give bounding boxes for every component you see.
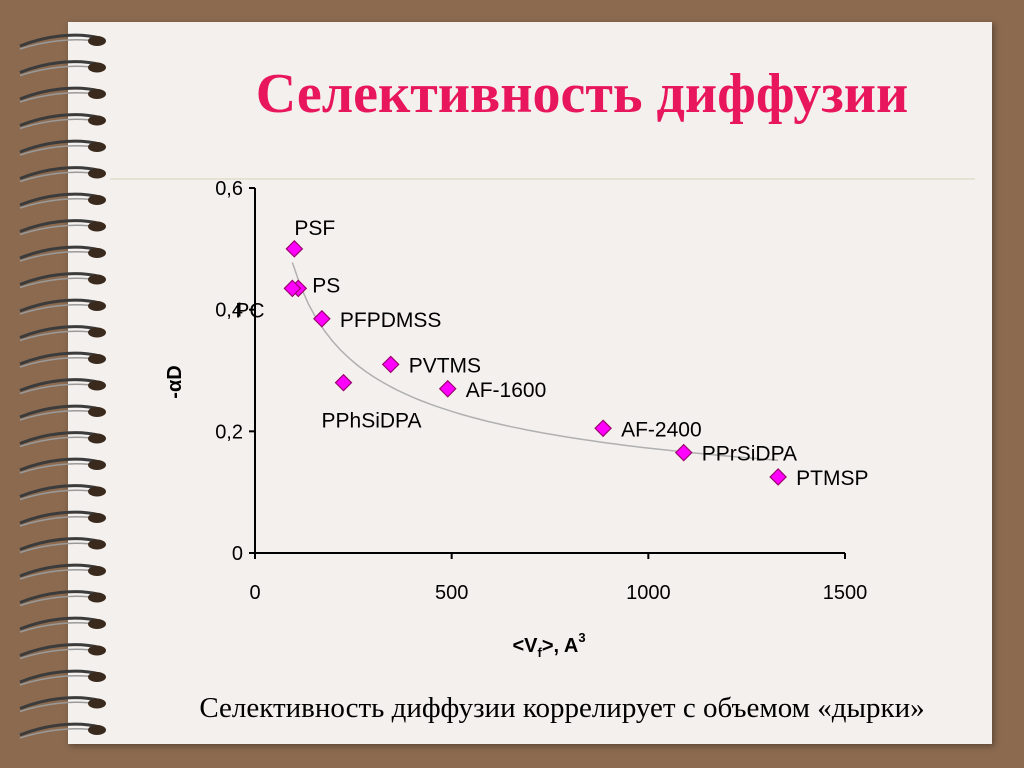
spiral-ring: [19, 537, 106, 554]
data-point: [334, 373, 353, 392]
spiral-ring: [19, 696, 106, 713]
point-label: PS: [312, 274, 340, 297]
spiral-ring: [19, 351, 106, 368]
spiral-ring: [19, 113, 106, 130]
point-label: PSF: [294, 217, 335, 240]
spiral-ring: [19, 510, 106, 527]
data-point: [594, 419, 612, 438]
spiral-ring: [19, 457, 106, 474]
x-tick-label: 1000: [626, 582, 671, 604]
spiral-ring: [19, 616, 106, 633]
x-tick-label: 0: [249, 582, 260, 604]
slide-page: [68, 22, 992, 744]
x-tick-label: 1500: [823, 582, 868, 604]
slide-title: Селективность диффузии: [255, 63, 909, 125]
spiral-ring: [19, 139, 106, 156]
spiral-ring: [19, 33, 106, 50]
y-tick-label: 0,2: [215, 421, 243, 443]
spiral-ring: [19, 404, 106, 421]
x-axis-title: <Vf>, A3: [512, 630, 585, 660]
point-label: PPrSiDPA: [702, 443, 797, 466]
spiral-ring: [19, 298, 106, 315]
point-label: PFPDMSS: [340, 309, 442, 332]
spiral-ring: [19, 563, 106, 580]
data-point: [313, 309, 331, 328]
y-axis-title: -αD: [164, 365, 186, 398]
spiral-ring: [19, 378, 106, 395]
y-tick-label: 0: [232, 543, 243, 565]
data-point: [381, 355, 400, 374]
data-point: [285, 239, 304, 258]
spiral-ring: [19, 590, 106, 607]
spiral-ring: [19, 325, 106, 342]
spiral-ring: [19, 86, 106, 103]
y-tick-label: 0,6: [215, 178, 243, 200]
spiral-ring: [19, 669, 106, 686]
spiral-ring: [19, 245, 106, 262]
y-tick-label: 0,4: [215, 300, 243, 322]
spiral-ring: [19, 166, 106, 183]
spiral-ring: [19, 192, 106, 209]
spiral-ring: [19, 272, 106, 289]
spiral-ring: [19, 431, 106, 448]
spiral-ring: [19, 484, 106, 501]
data-point: [769, 468, 787, 486]
point-label: PVTMS: [409, 354, 481, 377]
data-point: [283, 279, 302, 298]
point-label: PTMSP: [796, 467, 868, 490]
point-label: PPhSiDPA: [322, 410, 422, 433]
trend-line: [291, 262, 779, 462]
x-tick-label: 500: [435, 582, 468, 604]
slide-caption: Селективность диффузии коррелирует с объ…: [199, 692, 925, 724]
spiral-ring: [19, 722, 106, 739]
data-point: [438, 379, 457, 398]
notebook-spiral: [19, 33, 106, 739]
point-label: AF-2400: [621, 418, 702, 441]
point-label: AF-1600: [466, 379, 547, 402]
spiral-ring: [19, 60, 106, 77]
spiral-ring: [19, 219, 106, 236]
data-point: [674, 443, 693, 462]
spiral-ring: [19, 643, 106, 660]
point-label: PC: [235, 299, 264, 322]
